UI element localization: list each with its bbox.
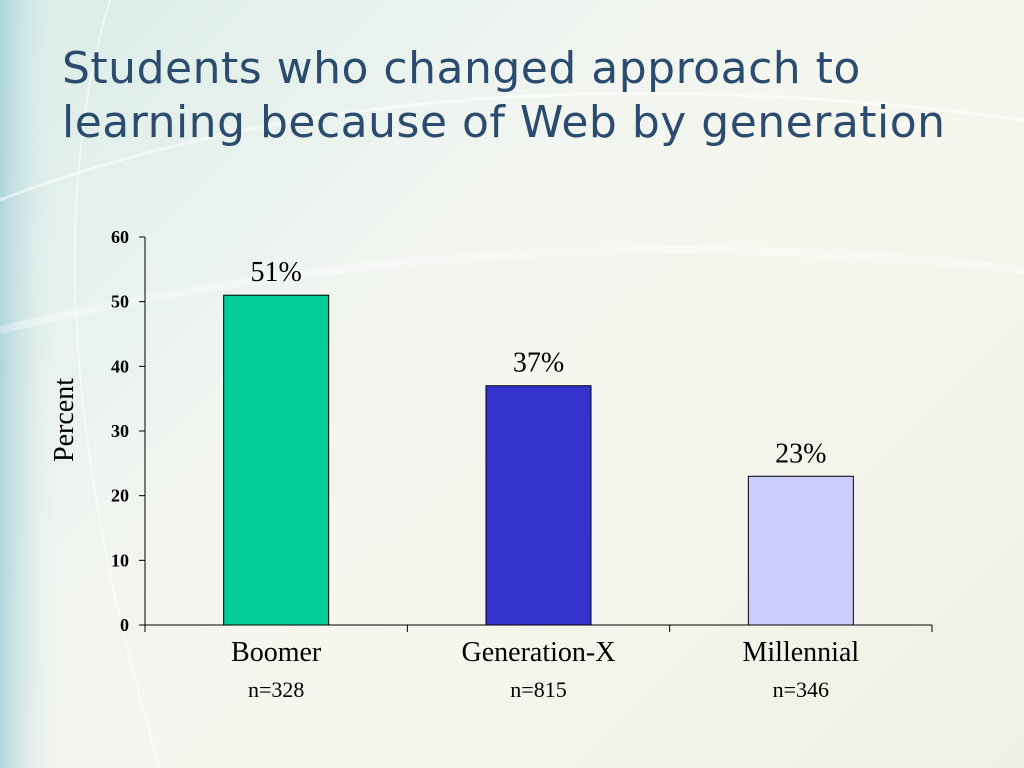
bar-generation-x [485, 385, 592, 626]
x-category-label: Boomer [231, 637, 322, 668]
y-tick-label: 0 [120, 615, 129, 635]
decorative-arc [0, 246, 1024, 334]
y-tick-label: 60 [111, 227, 129, 247]
x-category-label: Millennial [743, 637, 860, 668]
decorative-arc [0, 91, 1024, 202]
x-category-sample-size: n=328 [248, 677, 304, 702]
y-tick-label: 20 [111, 486, 129, 506]
left-accent-band [0, 0, 60, 768]
data-label: 51% [251, 257, 302, 288]
y-tick-label: 40 [111, 356, 129, 376]
x-category-sample-size: n=815 [510, 677, 566, 702]
slide-title: Students who changed approach to learnin… [62, 43, 946, 148]
chart-labels: 0 10 20 30 40 50 60 Percent 51% Boomer n=328 37% Gen… [49, 227, 859, 702]
bar-millennial [747, 475, 854, 626]
y-axis-title: Percent [49, 378, 80, 462]
y-tick-label: 30 [111, 421, 129, 441]
y-tick-label: 10 [111, 550, 129, 570]
data-label: 37% [513, 348, 564, 379]
bar-boomer [223, 294, 330, 626]
x-category-label: Generation-X [462, 637, 616, 668]
y-tick-label: 50 [111, 292, 129, 312]
decorative-arc [73, 0, 161, 768]
data-label: 23% [775, 438, 826, 469]
chart-bars [223, 294, 854, 626]
x-category-sample-size: n=346 [773, 677, 829, 702]
